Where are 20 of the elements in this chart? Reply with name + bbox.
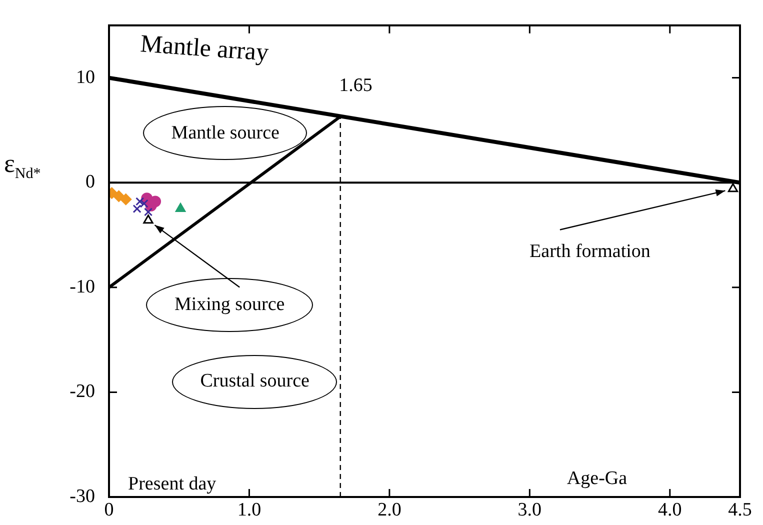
annotation: Crustal source xyxy=(200,370,310,392)
annotation: Mantle source xyxy=(171,122,280,144)
x-axis-title: Age-Ga xyxy=(566,468,628,490)
x-tick-label: 4.5 xyxy=(728,499,752,520)
annotation: Present day xyxy=(128,473,217,494)
y-tick-label: -10 xyxy=(70,276,95,298)
y-tick-label: -30 xyxy=(70,486,95,507)
x-tick-label: 3.0 xyxy=(518,499,542,520)
x-tick-label: 0 xyxy=(104,499,114,520)
annotation: Mixing source xyxy=(174,294,285,316)
y-tick-label: 10 xyxy=(76,66,95,88)
annotation: 1.65 xyxy=(339,75,372,96)
y-tick-label: 0 xyxy=(86,172,95,193)
x-tick-label: 4.0 xyxy=(658,499,682,520)
y-tick-label: -20 xyxy=(70,381,95,402)
x-tick-label: 1.0 xyxy=(237,499,262,520)
x-tick-label: 2.0 xyxy=(378,499,402,520)
y-axis-title: ε$_{Nd*}$ xyxy=(4,148,41,183)
annotation: Earth formation xyxy=(530,240,651,262)
annotation: Mantle array xyxy=(139,30,270,67)
